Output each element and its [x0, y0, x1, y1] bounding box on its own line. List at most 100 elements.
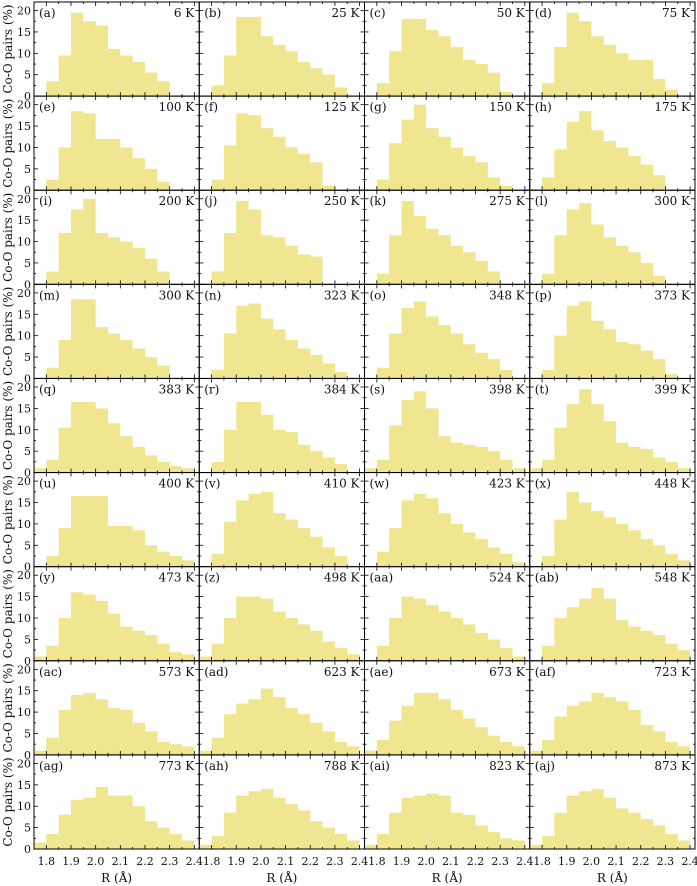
histogram-bar [260, 36, 274, 97]
histogram-bar [500, 369, 513, 379]
histogram-bar [273, 513, 286, 567]
histogram-bar [46, 459, 59, 473]
y-tick-label: 5 [24, 257, 31, 270]
histogram-bar [144, 258, 158, 285]
histogram-bar [665, 89, 678, 97]
histogram-bar [120, 709, 133, 755]
histogram-bar [236, 795, 249, 849]
y-tick-label: 5 [24, 351, 31, 364]
histogram-bar [260, 318, 274, 379]
histogram-bar [297, 61, 311, 97]
histogram-bar [211, 553, 224, 567]
histogram-bar [376, 739, 390, 755]
y-tick-label: 0 [24, 561, 31, 574]
histogram-bar [144, 357, 158, 379]
histogram-bar [413, 692, 427, 755]
histogram-bar [426, 408, 439, 473]
histogram-bar [297, 444, 311, 473]
panel-temperature: 6 K [174, 6, 195, 20]
histogram-bar [438, 513, 451, 567]
histogram-bar [71, 401, 84, 473]
histogram-bar [653, 359, 666, 379]
histogram-bar [260, 789, 274, 849]
histogram-bar [554, 812, 567, 849]
y-tick-label: 5 [24, 539, 31, 552]
histogram-bar [426, 793, 439, 849]
histogram-bar [450, 245, 464, 285]
x-tick-label: 2.3 [161, 855, 179, 868]
histogram-bar [389, 143, 402, 191]
histogram-bar [144, 731, 158, 755]
histogram-bar [322, 547, 335, 567]
y-tick-label: 10 [17, 612, 31, 625]
x-tick-label: 2.0 [87, 855, 105, 868]
y-tick-label: 20 [17, 99, 31, 112]
histogram-bar [132, 61, 145, 97]
y-tick-label: 20 [17, 287, 31, 300]
histogram-bar [285, 707, 298, 755]
histogram-bar [46, 834, 59, 849]
panel-label: (af) [535, 665, 556, 679]
histogram-bar [376, 551, 390, 567]
histogram-bar [322, 731, 335, 755]
histogram-bar [603, 237, 617, 285]
histogram-bar [297, 153, 311, 191]
histogram-bar [211, 271, 224, 285]
y-tick-label: 15 [17, 308, 31, 321]
histogram-bar [83, 113, 96, 191]
histogram-bar [310, 722, 323, 755]
histogram-bar [603, 797, 617, 849]
histogram-bar [376, 179, 390, 191]
histogram-bar [236, 16, 249, 97]
histogram-bar [450, 46, 464, 97]
histogram-bar [603, 517, 617, 567]
histogram-bar [389, 618, 402, 661]
histogram-bar [310, 536, 323, 567]
histogram-bar [273, 697, 286, 755]
histogram-bar [285, 431, 298, 473]
histogram-bar [58, 814, 71, 849]
histogram-bar [83, 692, 96, 755]
histogram-bar [334, 647, 348, 661]
panel-temperature: 823 K [489, 759, 526, 773]
histogram-bar [46, 81, 59, 97]
panel-s: (s) 398 K [364, 377, 531, 474]
histogram-bar [181, 654, 195, 661]
histogram-bar [603, 329, 617, 379]
histogram-bar [566, 705, 580, 755]
x-tick-label: 2.1 [442, 855, 460, 868]
histogram-bar [107, 526, 121, 567]
x-axis-label: R (Å) [432, 870, 463, 885]
histogram-bar [640, 538, 654, 567]
histogram-bar [500, 647, 513, 661]
histogram-bar [157, 365, 170, 379]
x-tick-label: 2.3 [491, 855, 509, 868]
histogram-bar [566, 121, 580, 191]
x-tick-label: 1.8 [38, 855, 56, 868]
x-tick-label: 2.3 [326, 855, 344, 868]
histogram-bar [616, 53, 629, 97]
y-tick-label: 0 [24, 655, 31, 668]
histogram-bar [603, 697, 617, 755]
histogram-bar [273, 611, 286, 661]
histogram-bar [628, 156, 641, 191]
y-tick-label: 15 [17, 214, 31, 227]
histogram-bar [199, 750, 212, 755]
histogram-bar [640, 630, 654, 661]
panel-aa: (aa) 524 K [364, 566, 531, 662]
histogram-bar [665, 374, 678, 379]
histogram-bar [566, 491, 580, 567]
x-tick-label: 2.1 [607, 855, 625, 868]
panel-label: (i) [39, 194, 52, 208]
histogram-bar [260, 491, 274, 567]
histogram-bar [628, 626, 641, 661]
histogram-bar [438, 324, 451, 379]
histogram-bar [95, 699, 108, 755]
histogram-bar [169, 834, 182, 849]
histogram-bar [487, 72, 501, 97]
histogram-bar [579, 502, 592, 567]
histogram-bar [463, 814, 476, 849]
histogram-bar [211, 369, 224, 379]
